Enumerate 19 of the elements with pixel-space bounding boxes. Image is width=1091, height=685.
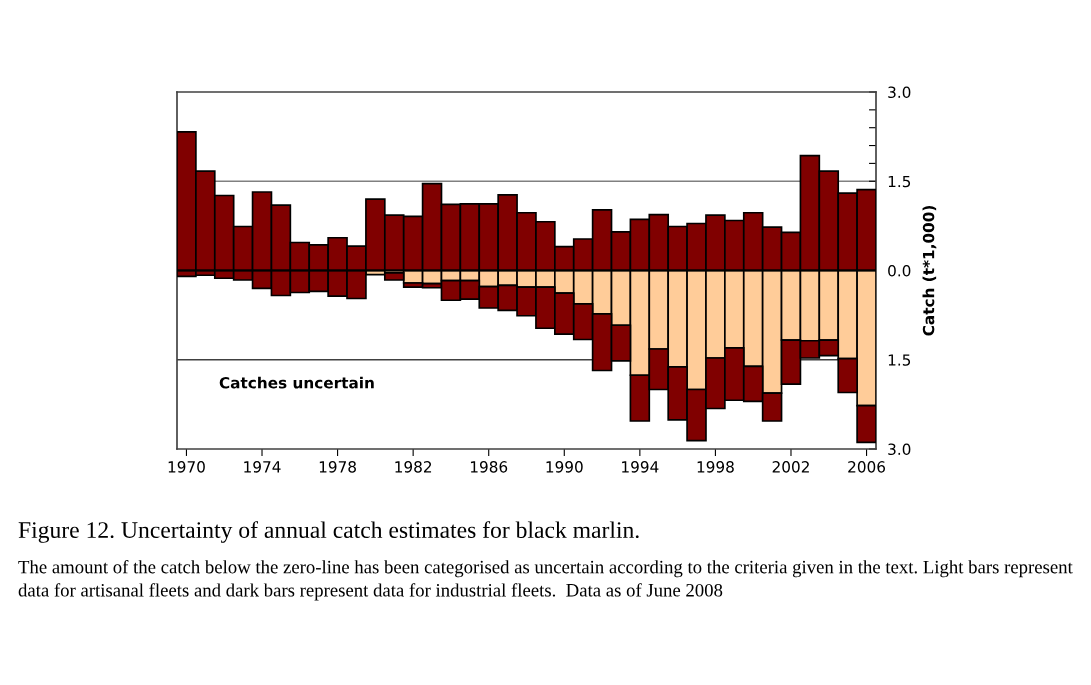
x-tick-label: 1978 [319, 461, 356, 473]
x-tick-label: 1982 [395, 461, 432, 473]
x-tick-label: 1994 [622, 461, 659, 473]
x-tick-label: 2006 [848, 461, 886, 473]
y-tick-label: 3.0 [888, 443, 911, 456]
text: The amount of the catch below the zero-line has been categorised as uncertain according to the criteria given in the text. Light bars represent data for artisanal fleets and dark bars represent data for industrial fleets. Data as of June 2008 [18, 560, 1073, 601]
x-tick-label: 1974 [244, 461, 281, 473]
y-tick-label: 0.0 [888, 264, 911, 277]
x-tick-label: 1990 [546, 461, 583, 473]
y-tick-label: 3.0 [888, 86, 911, 99]
y-tick-label: 1.5 [888, 354, 911, 366]
y-tick-label: 1.5 [888, 175, 911, 188]
x-tick-label: 2002 [772, 461, 809, 473]
x-tick-label: 1986 [470, 461, 508, 473]
y-axis-title: Catch (t*1,000) [922, 205, 937, 336]
annotation: Catches uncertain [219, 376, 374, 389]
text: Figure 12. Uncertainty of annual catch estimates for black marlin. [18, 521, 639, 543]
x-tick-label: 1998 [697, 461, 734, 473]
x-tick-label: 1970 [168, 461, 205, 473]
